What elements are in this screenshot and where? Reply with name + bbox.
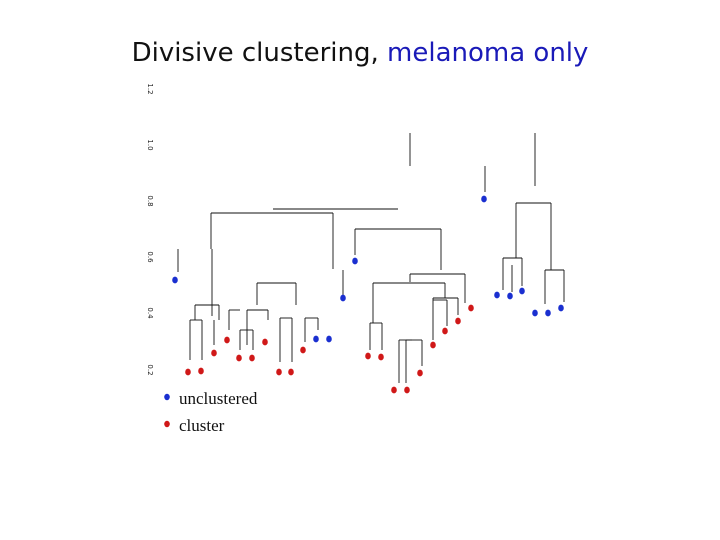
dendrogram-leaves <box>172 195 564 394</box>
leaf-unclustered <box>507 292 513 300</box>
legend-label-cluster: cluster <box>179 416 225 435</box>
leaf-cluster <box>417 369 423 377</box>
leaf-unclustered <box>352 257 358 265</box>
dendrogram-branches <box>177 133 565 383</box>
axis-tick-label: 0.4 <box>146 307 154 319</box>
axis-tick-label: 0.2 <box>146 364 154 375</box>
legend: unclustered cluster <box>164 389 258 435</box>
legend-marker-cluster <box>164 420 170 428</box>
leaf-unclustered <box>532 309 538 317</box>
leaf-cluster <box>378 353 384 361</box>
leaf-cluster <box>224 336 230 344</box>
leaf-unclustered <box>545 309 551 317</box>
leaf-cluster <box>211 349 217 357</box>
leaf-cluster <box>262 338 268 346</box>
title-main: Divisive clustering, <box>131 38 388 68</box>
leaf-unclustered <box>326 335 332 343</box>
leaf-unclustered <box>340 294 346 302</box>
leaf-cluster <box>288 368 294 376</box>
leaf-cluster <box>276 368 282 376</box>
leaf-cluster <box>236 354 242 362</box>
axis-tick-label: 0.8 <box>146 195 154 206</box>
leaf-unclustered <box>494 291 500 299</box>
leaf-cluster <box>442 327 448 335</box>
leaf-cluster <box>468 304 474 312</box>
leaf-cluster <box>404 386 410 394</box>
slide-title: Divisive clustering, melanoma only <box>0 38 720 68</box>
legend-marker-unclustered <box>164 393 170 401</box>
leaf-unclustered <box>481 195 487 203</box>
leaf-cluster <box>391 386 397 394</box>
legend-label-unclustered: unclustered <box>179 389 258 408</box>
axis-tick-label: 1.0 <box>146 139 154 150</box>
leaf-unclustered <box>519 287 525 295</box>
leaf-unclustered <box>172 276 178 284</box>
leaf-unclustered <box>558 304 564 312</box>
leaf-cluster <box>365 352 371 360</box>
leaf-cluster <box>185 368 191 376</box>
height-axis: 0.2 0.4 0.6 0.8 1.0 1.2 <box>146 83 154 375</box>
title-highlight: melanoma only <box>387 38 589 68</box>
axis-tick-label: 1.2 <box>146 83 154 94</box>
leaf-cluster <box>300 346 306 354</box>
leaf-cluster <box>249 354 255 362</box>
leaf-cluster <box>430 341 436 349</box>
leaf-cluster <box>198 367 204 375</box>
axis-tick-label: 0.6 <box>146 251 154 263</box>
leaf-unclustered <box>313 335 319 343</box>
leaf-cluster <box>455 317 461 325</box>
